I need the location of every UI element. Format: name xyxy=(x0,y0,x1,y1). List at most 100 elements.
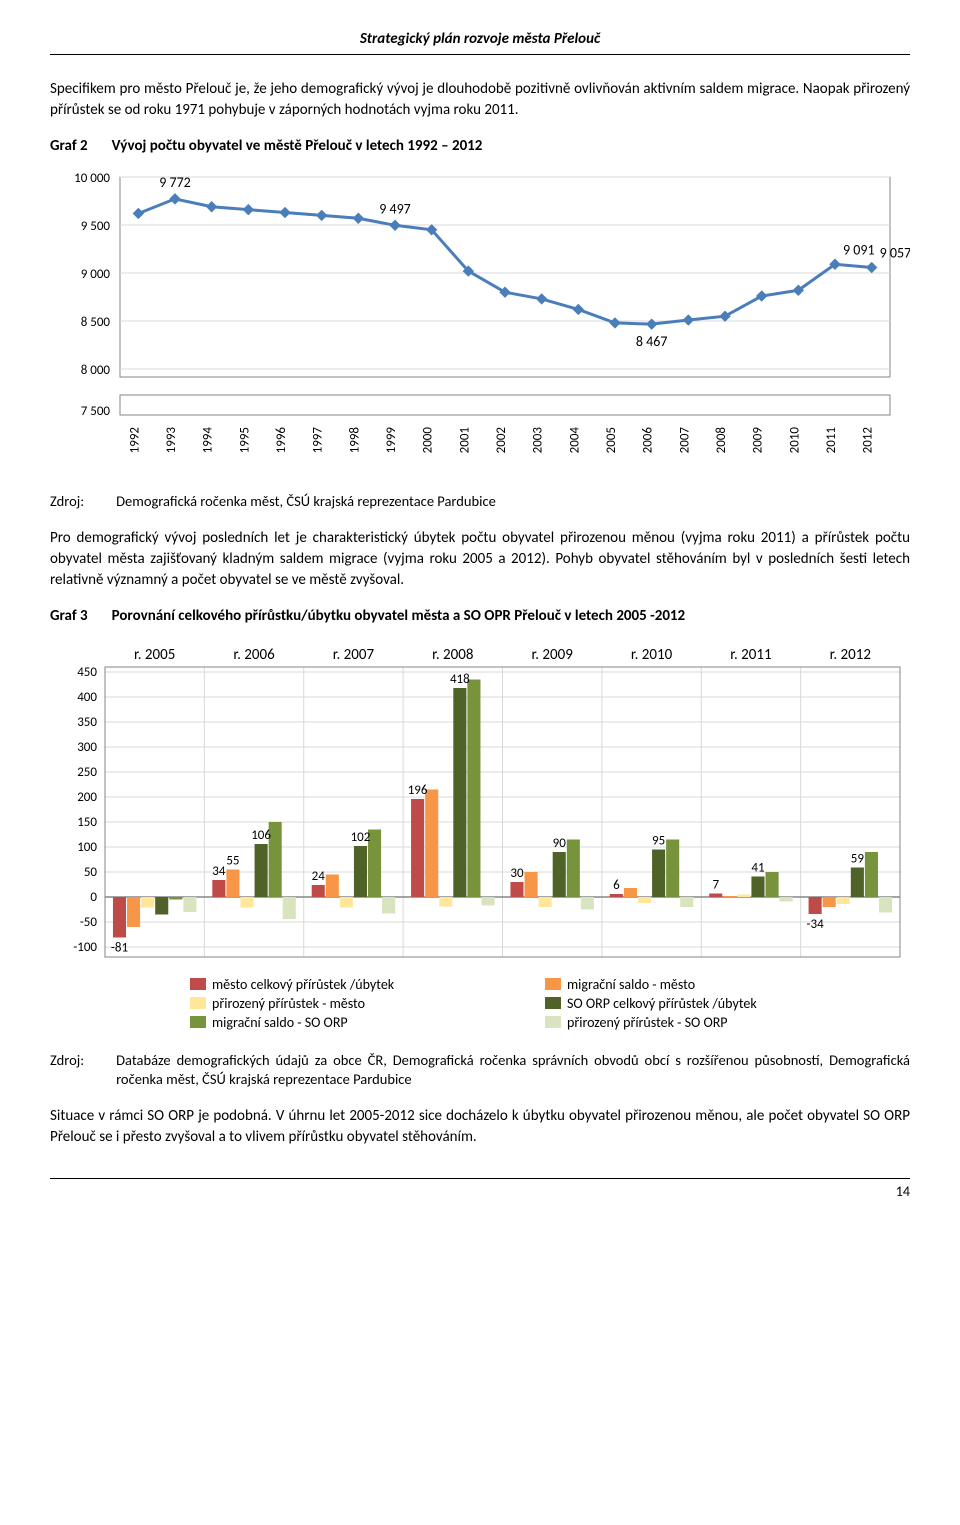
svg-text:1999: 1999 xyxy=(384,427,399,454)
svg-text:55: 55 xyxy=(226,853,239,868)
legend-label: město celkový přírůstek /úbytek xyxy=(212,976,394,993)
svg-text:1996: 1996 xyxy=(274,427,289,454)
svg-text:r. 2008: r. 2008 xyxy=(432,646,473,664)
svg-text:418: 418 xyxy=(450,672,470,687)
svg-text:24: 24 xyxy=(312,869,326,884)
footer-divider xyxy=(50,1178,910,1179)
svg-text:6: 6 xyxy=(613,878,620,893)
legend-label: migrační saldo - SO ORP xyxy=(212,1014,348,1031)
svg-text:350: 350 xyxy=(77,715,97,730)
header-divider xyxy=(50,54,910,55)
paragraph-3: Situace v rámci SO ORP je podobná. V úhr… xyxy=(50,1106,910,1148)
svg-text:95: 95 xyxy=(652,833,665,848)
svg-text:150: 150 xyxy=(77,815,97,830)
paragraph-2: Pro demografický vývoj posledních let je… xyxy=(50,528,910,591)
svg-text:1993: 1993 xyxy=(164,427,179,454)
svg-text:400: 400 xyxy=(77,690,97,705)
graf3-title: Porovnání celkového přírůstku/úbytku oby… xyxy=(112,607,910,625)
legend-label: přirozený přírůstek - město xyxy=(212,995,365,1012)
svg-text:2006: 2006 xyxy=(641,427,656,454)
svg-text:2004: 2004 xyxy=(567,427,582,454)
legend-item: migrační saldo - SO ORP xyxy=(190,1014,515,1031)
svg-text:2012: 2012 xyxy=(861,427,876,454)
svg-text:r. 2010: r. 2010 xyxy=(631,646,673,664)
svg-text:2001: 2001 xyxy=(457,427,472,453)
paragraph-1: Specifikem pro město Přelouč je, že jeho… xyxy=(50,79,910,121)
svg-text:9 500: 9 500 xyxy=(81,219,111,234)
graf2-label: Graf 2 xyxy=(50,137,88,155)
svg-text:100: 100 xyxy=(77,840,97,855)
zdroj-1: Zdroj: Demografická ročenka měst, ČSÚ kr… xyxy=(50,492,910,512)
legend-swatch xyxy=(190,978,206,990)
svg-text:2009: 2009 xyxy=(751,427,766,454)
legend-label: migrační saldo - město xyxy=(567,976,695,993)
zdroj2-text: Databáze demografických údajů za obce ČR… xyxy=(116,1051,910,1090)
svg-text:-81: -81 xyxy=(111,940,128,955)
svg-text:r. 2012: r. 2012 xyxy=(830,646,871,664)
zdroj2-label: Zdroj: xyxy=(50,1051,84,1090)
svg-text:450: 450 xyxy=(77,665,97,680)
svg-text:1994: 1994 xyxy=(201,427,216,454)
svg-text:r. 2007: r. 2007 xyxy=(333,646,375,664)
legend-swatch xyxy=(190,1016,206,1028)
svg-text:1997: 1997 xyxy=(311,427,326,454)
svg-text:102: 102 xyxy=(351,830,371,845)
svg-text:2002: 2002 xyxy=(494,427,509,454)
zdroj-2: Zdroj: Databáze demografických údajů za … xyxy=(50,1051,910,1090)
svg-text:2010: 2010 xyxy=(787,427,802,454)
svg-text:34: 34 xyxy=(212,864,226,879)
svg-text:59: 59 xyxy=(851,851,865,866)
svg-text:106: 106 xyxy=(251,828,271,843)
svg-text:90: 90 xyxy=(553,836,567,851)
page-header: Strategický plán rozvoje města Přelouč xyxy=(50,30,910,48)
svg-text:9 497: 9 497 xyxy=(379,200,411,217)
legend-item: přirozený přírůstek - město xyxy=(190,995,515,1012)
svg-text:8 467: 8 467 xyxy=(636,333,668,350)
legend-swatch xyxy=(545,1016,561,1028)
svg-text:1995: 1995 xyxy=(237,427,252,453)
svg-text:2005: 2005 xyxy=(604,427,619,453)
svg-text:30: 30 xyxy=(510,866,524,881)
chart2-legend: město celkový přírůstek /úbytek migrační … xyxy=(50,972,910,1041)
graf3-heading: Graf 3 Porovnání celkového přírůstku/úby… xyxy=(50,607,910,625)
legend-item: přirozený přírůstek - SO ORP xyxy=(545,1014,870,1031)
svg-text:9 000: 9 000 xyxy=(81,267,111,282)
svg-text:8 500: 8 500 xyxy=(81,315,111,330)
svg-text:7: 7 xyxy=(712,877,719,892)
svg-text:300: 300 xyxy=(77,740,97,755)
svg-text:r. 2011: r. 2011 xyxy=(730,646,771,664)
svg-text:1998: 1998 xyxy=(347,427,362,454)
svg-text:r. 2005: r. 2005 xyxy=(134,646,175,664)
svg-text:9 772: 9 772 xyxy=(159,174,191,191)
svg-text:2000: 2000 xyxy=(421,427,436,454)
svg-text:-50: -50 xyxy=(80,915,98,930)
svg-text:-100: -100 xyxy=(73,940,97,955)
svg-text:2007: 2007 xyxy=(677,427,692,454)
svg-text:0: 0 xyxy=(90,890,97,905)
legend-swatch xyxy=(545,978,561,990)
graf2-title: Vývoj počtu obyvatel ve městě Přelouč v … xyxy=(112,137,910,155)
svg-text:196: 196 xyxy=(408,783,428,798)
svg-text:10 000: 10 000 xyxy=(74,171,110,186)
chart-2-bar: -100-50050100150200250300350400450r. 200… xyxy=(50,637,910,1041)
svg-text:250: 250 xyxy=(77,765,97,780)
legend-swatch xyxy=(545,997,561,1009)
svg-text:2008: 2008 xyxy=(714,427,729,454)
chart-1-line: 8 0008 5009 0009 50010 0007 500199219931… xyxy=(50,167,910,482)
legend-item: město celkový přírůstek /úbytek xyxy=(190,976,515,993)
legend-label: přirozený přírůstek - SO ORP xyxy=(567,1014,728,1031)
legend-item: SO ORP celkový přírůstek /úbytek xyxy=(545,995,870,1012)
svg-text:r. 2009: r. 2009 xyxy=(532,646,574,664)
svg-text:50: 50 xyxy=(84,865,98,880)
page-number: 14 xyxy=(50,1183,910,1200)
svg-text:9 091: 9 091 xyxy=(843,241,875,258)
svg-text:2011: 2011 xyxy=(824,427,839,453)
svg-text:-34: -34 xyxy=(807,917,825,932)
svg-text:r. 2006: r. 2006 xyxy=(233,646,275,664)
svg-text:8 000: 8 000 xyxy=(81,363,111,378)
graf3-label: Graf 3 xyxy=(50,607,88,625)
graf2-heading: Graf 2 Vývoj počtu obyvatel ve městě Pře… xyxy=(50,137,910,155)
legend-swatch xyxy=(190,997,206,1009)
zdroj1-label: Zdroj: xyxy=(50,492,84,512)
zdroj1-text: Demografická ročenka měst, ČSÚ krajská r… xyxy=(116,492,910,512)
